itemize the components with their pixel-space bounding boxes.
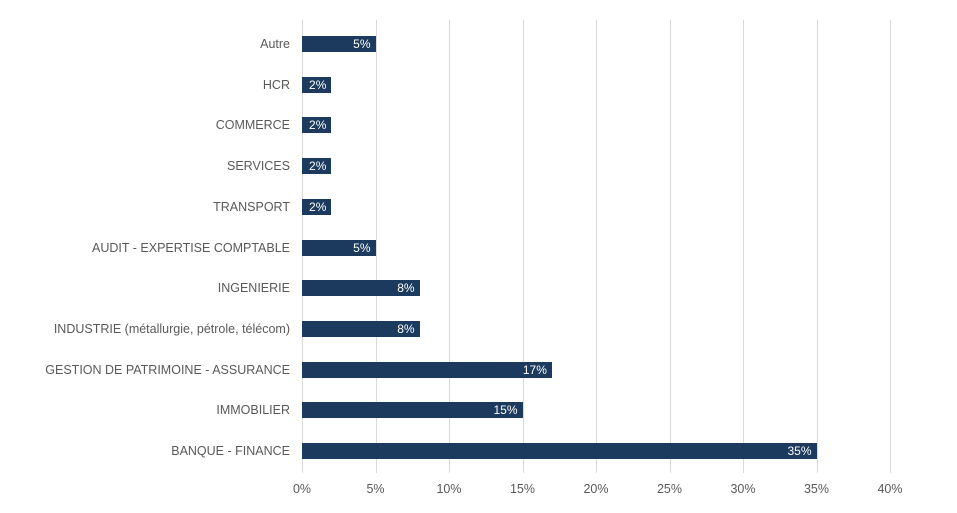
value-label: 2% bbox=[309, 118, 327, 133]
bar: 8% bbox=[302, 280, 420, 297]
category-label: TRANSPORT bbox=[213, 199, 290, 214]
gridline bbox=[375, 20, 377, 473]
bar: 15% bbox=[302, 402, 523, 419]
bar: 17% bbox=[302, 361, 552, 378]
bar: 5% bbox=[302, 36, 376, 52]
gridline bbox=[816, 20, 818, 473]
gridline bbox=[596, 20, 597, 473]
value-label: 2% bbox=[309, 159, 327, 174]
bar: 5% bbox=[302, 239, 376, 256]
value-label: 5% bbox=[353, 240, 371, 255]
gridline bbox=[890, 20, 891, 473]
bar: 35% bbox=[302, 443, 817, 460]
category-label: BANQUE - FINANCE bbox=[171, 444, 290, 459]
bar: 2% bbox=[302, 158, 332, 175]
plot-area: 5% 2% 2% 2% 2% 5% 8% 8% 17% 15% 35% bbox=[302, 20, 891, 473]
bar: 2% bbox=[302, 198, 332, 215]
x-tick-label: 15% bbox=[509, 482, 536, 496]
x-tick-label: 30% bbox=[730, 482, 756, 496]
value-label: 2% bbox=[309, 199, 327, 214]
category-label: GESTION DE PATRIMOINE - ASSURANCE bbox=[45, 362, 290, 377]
category-label: Autre bbox=[260, 37, 290, 51]
x-tick-label: 0% bbox=[292, 482, 312, 496]
category-label: AUDIT - EXPERTISE COMPTABLE bbox=[92, 240, 290, 255]
bar: 2% bbox=[302, 76, 332, 93]
x-tick-label: 25% bbox=[656, 482, 683, 496]
value-label: 8% bbox=[397, 321, 415, 336]
gridline bbox=[669, 20, 671, 473]
value-label: 2% bbox=[309, 77, 327, 92]
gridline bbox=[522, 20, 524, 473]
category-label: HCR bbox=[262, 77, 290, 92]
bar: 2% bbox=[302, 117, 332, 134]
category-label: COMMERCE bbox=[215, 118, 290, 133]
x-tick-label: 10% bbox=[436, 482, 462, 496]
bar: 8% bbox=[302, 320, 420, 337]
category-label: SERVICES bbox=[227, 159, 290, 174]
category-label: INDUSTRIE (métallurgie, pétrole, télécom… bbox=[53, 321, 290, 336]
value-label: 35% bbox=[787, 444, 812, 459]
x-tick-label: 5% bbox=[366, 482, 385, 496]
x-tick-label: 20% bbox=[583, 482, 609, 496]
category-label: INGENIERIE bbox=[217, 281, 290, 296]
category-label: IMMOBILIER bbox=[216, 403, 290, 418]
gridline bbox=[743, 20, 744, 473]
value-label: 5% bbox=[353, 37, 371, 51]
value-label: 15% bbox=[493, 403, 518, 418]
x-tick-label: 35% bbox=[803, 482, 830, 496]
value-label: 17% bbox=[522, 362, 547, 377]
gridline bbox=[449, 20, 450, 473]
x-tick-label: 40% bbox=[877, 482, 903, 496]
value-label: 8% bbox=[397, 281, 415, 296]
